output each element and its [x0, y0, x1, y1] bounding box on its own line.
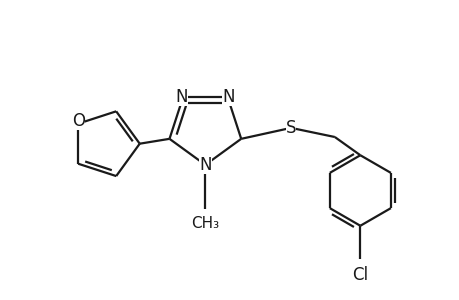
- Text: N: N: [222, 88, 235, 106]
- Text: N: N: [175, 88, 188, 106]
- Text: O: O: [72, 112, 84, 130]
- Text: CH₃: CH₃: [191, 216, 219, 231]
- Text: S: S: [285, 119, 296, 137]
- Text: N: N: [199, 156, 211, 174]
- Text: Cl: Cl: [352, 266, 368, 284]
